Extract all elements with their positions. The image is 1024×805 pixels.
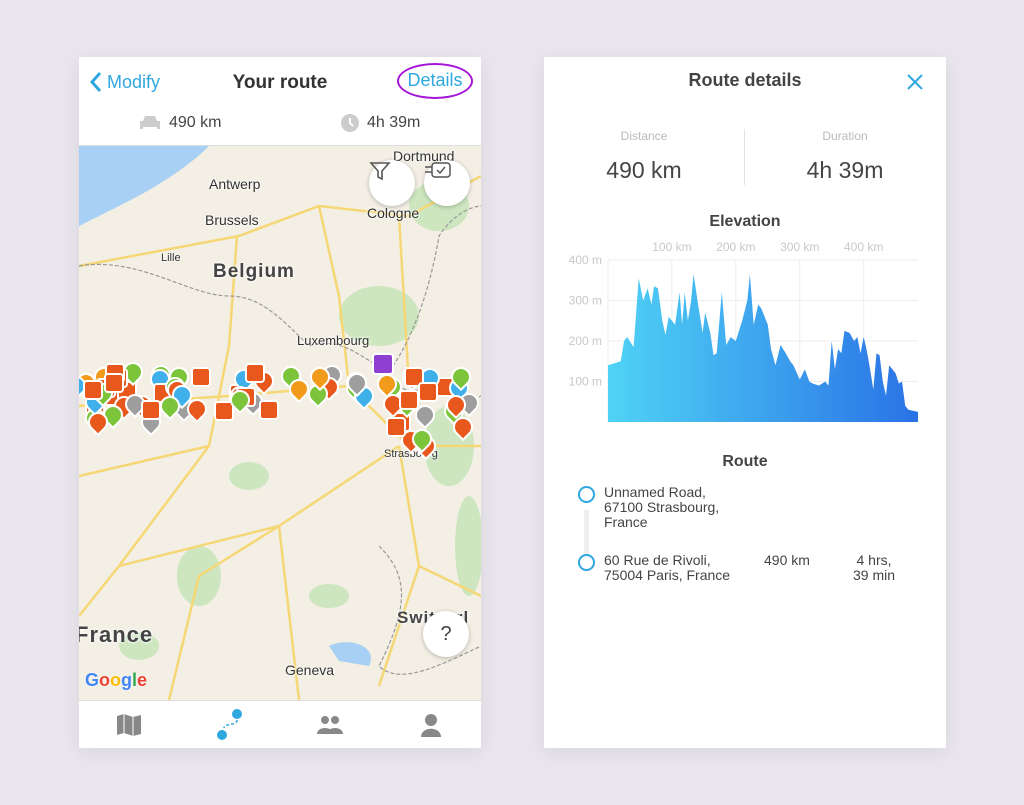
charging-station-marker[interactable] [103,372,124,393]
x-tick-label: 200 km [716,240,755,254]
y-tick-label: 300 m [569,294,602,308]
end-point-icon [578,554,595,571]
tab-map[interactable] [99,705,159,745]
route-connector [584,510,589,555]
charging-station-marker[interactable] [141,399,162,420]
charging-station-marker[interactable] [83,380,104,401]
elevation-title: Elevation [709,213,781,230]
filter-icon [369,162,391,181]
duration-summary: Duration 4h 39m [745,129,945,184]
page-title: Route details [688,70,802,90]
map-label-luxembourg: Luxembourg [297,333,370,348]
map-label-belgium: Belgium [213,261,295,282]
elevation-area [608,274,918,422]
duration-value: 4h 39m [806,157,884,183]
modify-label: Modify [107,71,161,92]
help-button[interactable]: ? [423,611,469,657]
charging-station-marker[interactable] [372,353,394,375]
google-logo: Google [85,670,148,690]
tab-bar [79,700,481,748]
map-label-geneva: Geneva [285,662,335,678]
x-tick-label: 300 km [780,240,819,254]
duration-value: 4h 39m [367,114,421,131]
x-tick-label: 400 km [844,240,883,254]
start-point-icon [578,486,595,503]
route-screen: Modify Your route Details 490 km 4h 39m [79,57,481,748]
address-line: 60 Rue de Rivoli, [604,552,711,568]
map-label-cologne: Cologne [367,205,420,221]
tab-route[interactable] [200,705,260,745]
y-tick-label: 100 m [569,375,602,389]
address-line: France [604,514,648,530]
connector-button[interactable] [424,160,470,206]
duration-line: 4 hrs, [856,552,892,568]
distance-stat: 490 km [139,114,221,132]
map-label-brussels: Brussels [205,212,259,228]
map-icon [117,713,142,736]
details-button[interactable]: Details [397,63,473,99]
address-line: 75004 Paris, France [604,567,731,583]
route-icon [216,708,242,740]
stop-address: Unnamed Road, 67100 Strasbourg, France [604,485,719,530]
nav-header: Modify Your route Details [79,57,481,102]
y-tick-label: 200 m [569,334,602,348]
plug-card-icon [425,162,451,178]
charging-station-marker[interactable] [213,400,234,421]
charging-station-marker[interactable] [386,417,407,438]
distance-value: 490 km [606,157,682,183]
community-icon [317,715,344,734]
car-icon [140,116,160,129]
charging-station-marker[interactable] [258,399,279,420]
profile-icon [420,713,441,737]
route-summary: 490 km 4h 39m [79,102,481,146]
map-label-france: France [79,622,154,647]
tab-community[interactable] [300,705,360,745]
chevron-left-icon [89,72,102,92]
filter-button[interactable] [369,160,415,206]
y-tick-label: 400 m [569,253,602,267]
stop-address: 60 Rue de Rivoli, 75004 Paris, France [604,553,764,583]
distance-value: 490 km [169,114,222,131]
map-view[interactable]: Dortmund Antwerp Brussels Cologne Lille … [79,146,481,700]
route-title: Route [722,453,768,470]
modify-button[interactable]: Modify [89,71,160,93]
map-label-dortmund: Dortmund [393,148,455,164]
distance-summary: Distance 490 km [544,129,744,184]
stop-duration: 4 hrs, 39 min [844,553,904,583]
stop-distance: 490 km [764,552,810,568]
charging-station-marker[interactable] [190,366,211,387]
close-icon [907,74,923,90]
charging-station-marker[interactable] [418,381,439,402]
elevation-chart: 100 m 200 m 300 m 400 m 100 km 200 km 300 km 40… [569,240,918,422]
address-line: 67100 Strasbourg, [604,499,720,515]
map-label-lille: Lille [161,252,181,264]
route-stop-start: Unnamed Road, 67100 Strasbourg, France [604,485,719,530]
clock-icon [341,114,359,132]
address-line: Unnamed Road, [604,484,706,500]
duration-line: 39 min [852,567,896,583]
route-details-screen: Route details Distance 490 km Duration 4… [544,57,946,748]
tab-profile[interactable] [401,705,461,745]
x-tick-label: 100 km [652,240,691,254]
route-stop-end: 60 Rue de Rivoli, 75004 Paris, France 49… [604,553,904,583]
charging-station-marker[interactable] [245,363,266,384]
divider [744,129,745,185]
map-label-antwerp: Antwerp [209,176,261,192]
close-button[interactable] [906,67,924,98]
distance-label: Distance [620,129,668,143]
duration-label: Duration [822,129,868,143]
duration-stat: 4h 39m [341,114,420,132]
charging-station-marker[interactable] [399,389,420,410]
